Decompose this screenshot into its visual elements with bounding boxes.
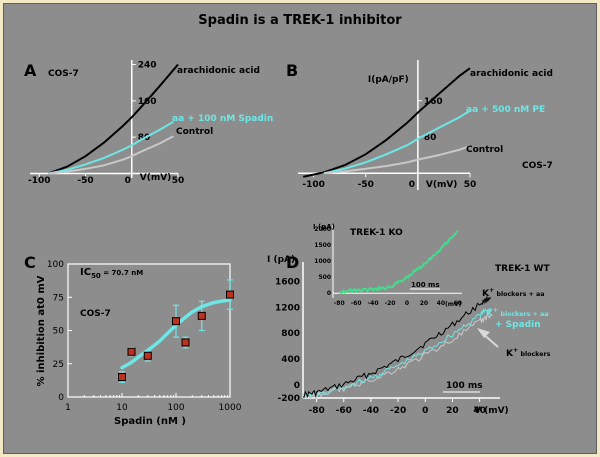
panel-a-y-tick-label: 240 [138, 61, 157, 71]
inset-trace [338, 230, 459, 294]
panel-b-series-line [323, 109, 471, 175]
panel-d-y-tick-label: -200 [277, 394, 300, 404]
panel-d-scale-bar-label: 100 ms [446, 381, 483, 391]
panel-b-y-tick-label: 160 [424, 97, 443, 107]
panel-a-series-line [48, 120, 174, 175]
panel-c-data-point [118, 373, 126, 382]
panel-c-data-point [181, 338, 190, 347]
inset-x-tick-label: -60 [351, 300, 362, 307]
panel-b-legend-aa: arachidonic acid [470, 69, 553, 79]
panel-a-x-label: V(mV) [140, 173, 172, 183]
panel-a-legend-aa: arachidonic acid [177, 66, 260, 76]
inset-title: TREK-1 KO [350, 228, 403, 238]
inset-x-tick-label: -20 [385, 300, 396, 307]
panel-letter-c: C [24, 253, 36, 272]
panel-c-data-point [172, 317, 180, 326]
inset-y-tick-label: 2000 [314, 226, 331, 233]
inset-x-tick-label: 20 [420, 300, 428, 307]
panel-c-x-label: Spadin (nM ) [114, 416, 186, 427]
panel-d-x-tick-label: -20 [390, 406, 406, 416]
inset-x-tick-label: 60 [454, 300, 462, 307]
panel-letter-d: D [286, 253, 299, 272]
panel-c-y-tick-label: 100 [47, 260, 64, 270]
panel-c-y-tick-label: 50 [53, 327, 65, 337]
panel-b-y-label: I(pA/pF) [368, 75, 409, 85]
panel-d-y-tick-label: 400 [281, 355, 300, 365]
panel-b-x-tick-label: 0 [409, 180, 415, 190]
panel-b-legend-control: Control [466, 145, 503, 155]
panel-letter-a: A [24, 61, 37, 80]
panel-a-series-line [48, 63, 179, 175]
panel-a-y-tick-label: 160 [138, 97, 157, 107]
panel-b-series-line [302, 67, 471, 178]
panel-d-x-tick-label: -40 [363, 406, 379, 416]
panel-b-cell-label: COS-7 [522, 161, 553, 171]
panel-d-y-tick-label: 800 [281, 329, 300, 339]
panel-c-y-label: % inhibition at0 mV [36, 275, 47, 386]
panel-c-x-tick-label: 10 [116, 403, 128, 413]
inset-x-tick-label: 40 [437, 300, 445, 307]
panel-c-x-tick-label: 1 [65, 403, 71, 413]
panel-b-series-line [324, 145, 471, 175]
inset-x-tick-label: -80 [334, 300, 345, 307]
panel-d-trace [303, 296, 491, 399]
panel-d-x-tick-label: -60 [336, 406, 352, 416]
panel-d-x-tick-label: 0 [422, 406, 428, 416]
panel-a-x-tick-label: -100 [28, 176, 51, 186]
panel-c-plot-frame [67, 263, 231, 398]
panel-d-legend-blockers: K+ blockers [506, 347, 551, 359]
inset-y-tick-label: 500 [318, 274, 331, 281]
panel-a-x-tick-label: -50 [77, 176, 93, 186]
panel-c-ic50-label: IC50 = 70.7 nM [80, 267, 143, 280]
inset-y-tick-label: 1000 [314, 258, 331, 265]
panel-a-x-tick-label: 0 [125, 176, 131, 186]
panel-d-x-label: V (mV) [474, 406, 509, 416]
panel-b-x-tick-label: 50 [464, 180, 477, 190]
panel-a-x-tick-label: 50 [172, 176, 185, 186]
panel-c-data-point [127, 347, 136, 356]
panel-b-x-label: V(mV) [426, 180, 458, 190]
panel-b-y-tick-label: 80 [424, 133, 437, 143]
panel-a-series-line [48, 135, 174, 175]
panel-a-legend-spadin: aa + 100 nM Spadin [172, 114, 273, 124]
panel-b-legend-pe: aa + 500 nM PE [466, 105, 545, 115]
panel-b-x-tick-label: -100 [302, 180, 325, 190]
panel-d-y-tick-label: 0 [294, 381, 300, 391]
panel-d-y-tick-label: 1600 [275, 277, 300, 287]
panel-d-y-tick-label: 1200 [275, 303, 300, 313]
panel-d-cell-label: TREK-1 WT [495, 264, 550, 274]
panel-d-x-tick-label: -80 [308, 406, 324, 416]
panel-a-cell-label: COS-7 [48, 69, 79, 79]
panel-c-cell-label: COS-7 [80, 309, 111, 319]
inset-y-tick-label: 0 [327, 290, 331, 297]
panel-d-x-tick-label: 20 [446, 406, 459, 416]
panel-c-data-point [226, 290, 234, 299]
inset-y-label: I (pA) [313, 223, 335, 231]
panel-c-y-tick-label: 0 [58, 393, 64, 403]
panel-c-data-point [143, 351, 152, 360]
inset-x-tick-label: 0 [405, 300, 409, 307]
panel-c-x-tick-label: 100 [167, 403, 184, 413]
panel-c-y-tick-label: 75 [53, 293, 64, 303]
panel-d-trace [302, 307, 491, 399]
figure-frame: Spadin is a TREK-1 inhibitor [3, 3, 597, 454]
panel-c-x-tick-label: 1000 [219, 403, 242, 413]
figure-title: Spadin is a TREK-1 inhibitor [198, 13, 402, 28]
panel-d-legend-aa: K+ blockers + aa [482, 287, 544, 299]
panel-d-x-tick-label: 40 [473, 406, 486, 416]
panel-letter-b: B [286, 61, 298, 80]
panel-c-y-tick-label: 25 [53, 360, 64, 370]
panel-d-arrow-head [477, 328, 490, 338]
inset-x-tick-label: -40 [368, 300, 379, 307]
inset-scale-bar-label: 100 ms [411, 281, 440, 289]
panel-c-data-point [197, 311, 206, 320]
panel-b-x-tick-label: -50 [358, 180, 374, 190]
panel-d-legend-spadin: K+ blockers + aa [486, 307, 548, 319]
inset-x-label: (mV) [445, 301, 462, 308]
panel-d-legend-spadin-line2: + Spadin [495, 320, 541, 330]
inset-y-tick-label: 1500 [314, 242, 331, 249]
panel-a-legend-control: Control [176, 127, 213, 137]
panel-d-y-label: I (pA) [267, 255, 295, 265]
